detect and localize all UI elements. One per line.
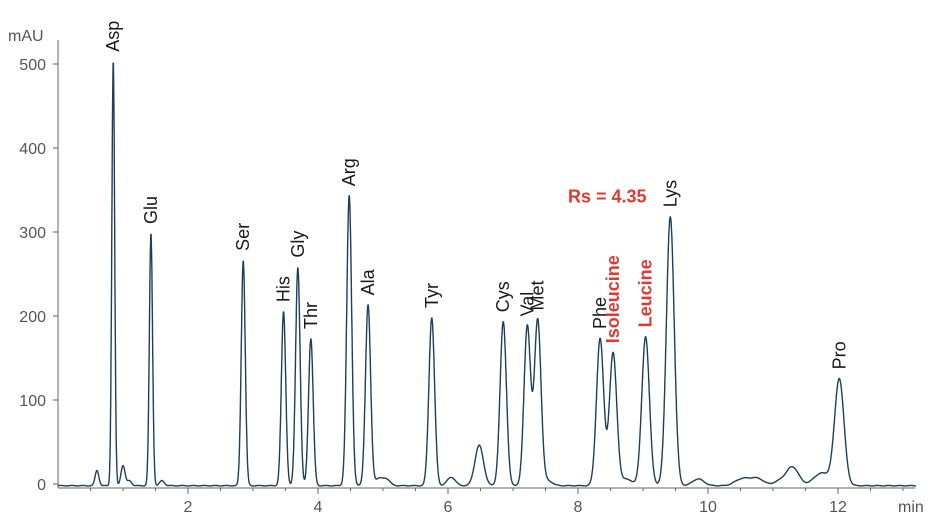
peak-label: Arg: [339, 158, 359, 186]
peak-label: Ala: [358, 268, 378, 295]
chromatogram-trace: [57, 62, 917, 487]
chart-axes: [57, 40, 915, 489]
peak-label: Met: [528, 281, 548, 311]
y-tick-label: 100: [19, 393, 46, 410]
peak-label: Gly: [288, 231, 308, 258]
peak-label: Ser: [233, 223, 253, 251]
peak-label: Phe: [590, 297, 610, 329]
y-tick-label: 400: [19, 141, 46, 158]
peak-label: Isoleucine: [603, 255, 623, 343]
x-tick-label: 2: [184, 499, 193, 516]
peak-label: Thr: [301, 302, 321, 329]
x-tick-label: 12: [829, 499, 847, 516]
y-tick-label: 300: [19, 225, 46, 242]
x-axis-unit-label: min: [898, 499, 924, 516]
x-tick-label: 10: [699, 499, 717, 516]
peak-label: His: [274, 276, 294, 302]
peak-label: Asp: [103, 21, 123, 52]
peak-label: Val: [517, 292, 537, 317]
peak-label: Leucine: [636, 259, 656, 327]
x-tick-label: 4: [314, 499, 323, 516]
y-tick-label: 200: [19, 309, 46, 326]
peak-label: Pro: [829, 341, 849, 369]
x-tick-label: 6: [444, 499, 453, 516]
peak-label: Cys: [493, 281, 513, 312]
peak-label: Lys: [660, 180, 680, 207]
peak-label: Tyr: [422, 283, 442, 308]
peak-label: Glu: [141, 196, 161, 224]
chart-ticks: 0 100 200 300 400 500 2 4 6 8 10 12 mAU min: [8, 28, 924, 516]
x-tick-label: 8: [574, 499, 583, 516]
chart-annotations: Rs = 4.35: [568, 187, 647, 207]
y-axis-unit-label: mAU: [8, 28, 44, 45]
resolution-annotation: Rs = 4.35: [568, 187, 647, 207]
y-tick-label: 0: [37, 477, 46, 494]
y-tick-label: 500: [19, 57, 46, 74]
